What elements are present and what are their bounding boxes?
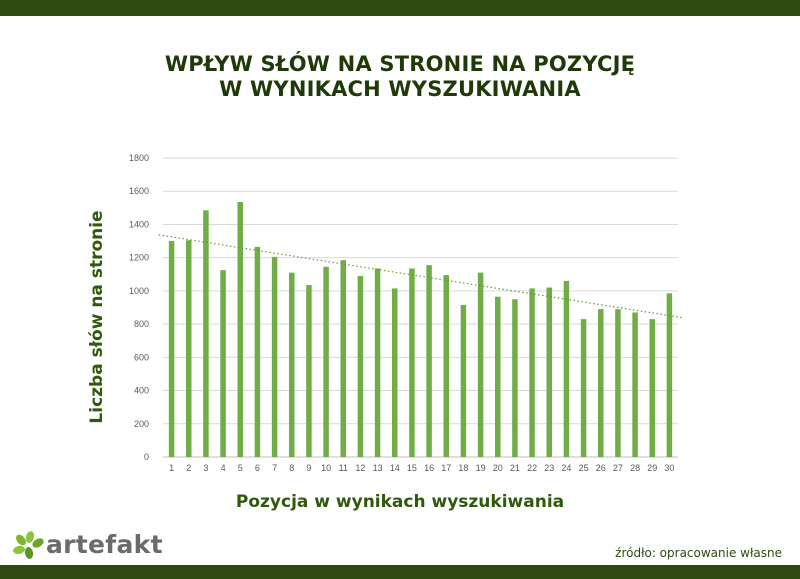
x-tick-label: 6 (255, 463, 260, 473)
x-tick-label: 12 (355, 463, 365, 473)
bar-17 (443, 275, 449, 457)
chart-title-line-2: W WYNIKACH WYSZUKIWANIA (219, 77, 581, 101)
x-tick-label: 11 (339, 463, 348, 473)
bar-27 (615, 309, 621, 457)
x-tick-label: 2 (186, 463, 191, 473)
chart-title-line-1: WPŁYW SŁÓW NA STRONIE NA POZYCJĘ (164, 52, 636, 76)
x-tick-label: 20 (493, 463, 503, 473)
bar-12 (357, 275, 364, 457)
gridlines (163, 157, 678, 458)
bar-28 (632, 312, 638, 457)
bar-16 (426, 265, 432, 457)
bar-11 (340, 260, 346, 457)
x-tick-label: 27 (613, 463, 623, 473)
bar-25 (580, 319, 587, 457)
bar-30 (666, 293, 673, 457)
bar-3 (203, 210, 209, 457)
x-tick-label: 28 (630, 463, 640, 473)
bar-19 (477, 272, 484, 457)
x-tick-label: 30 (664, 463, 674, 473)
x-tick-label: 23 (544, 463, 554, 473)
x-tick-label: 25 (579, 463, 589, 473)
bar-23 (546, 287, 552, 457)
brand-logo-text: artefakt (46, 530, 163, 559)
bottom-band (0, 565, 800, 579)
y-tick-label: 1600 (129, 186, 149, 196)
x-tick-label: 13 (373, 463, 383, 473)
bar-6 (254, 246, 261, 457)
bar-9 (306, 285, 312, 457)
y-tick-label: 400 (134, 386, 149, 396)
trendline (158, 234, 683, 319)
x-tick-label: 8 (289, 463, 294, 473)
x-tick-label: 21 (510, 463, 520, 473)
bar-21 (512, 299, 518, 457)
x-tick-label: 15 (407, 463, 417, 473)
x-tick-label: 29 (647, 463, 657, 473)
y-tick-label: 1800 (129, 153, 149, 163)
y-axis-ticks: 0 200 400 600 800 1000 1200 1400 1600 1800 (129, 153, 149, 462)
bar-22 (529, 288, 535, 457)
x-tick-label: 19 (476, 463, 486, 473)
x-tick-label: 10 (321, 463, 331, 473)
bar-29 (649, 319, 655, 457)
bar-2 (186, 240, 192, 457)
y-tick-label: 600 (134, 352, 149, 362)
bar-10 (323, 266, 329, 457)
y-tick-label: 800 (134, 319, 149, 329)
x-tick-label: 5 (238, 463, 243, 473)
y-tick-label: 0 (144, 452, 149, 462)
x-axis-label: Pozycja w wynikach wyszukiwania (235, 492, 565, 512)
bar-1 (168, 241, 175, 457)
x-tick-label: 7 (272, 463, 277, 473)
bar-24 (563, 280, 570, 457)
x-tick-label: 24 (561, 463, 571, 473)
y-tick-label: 1200 (129, 253, 149, 263)
x-tick-label: 17 (441, 463, 451, 473)
x-tick-label: 4 (221, 463, 226, 473)
bar-15 (409, 268, 415, 457)
bars (168, 202, 673, 457)
bar-26 (598, 309, 604, 457)
bar-8 (289, 272, 295, 457)
bar-5 (237, 202, 243, 457)
top-band (0, 0, 800, 16)
y-tick-label: 200 (134, 419, 149, 429)
y-tick-label: 1400 (129, 219, 149, 229)
x-tick-label: 1 (169, 463, 174, 473)
x-tick-label: 22 (527, 463, 537, 473)
y-axis-label: Liczba słów na stronie (87, 210, 107, 424)
bar-7 (271, 256, 278, 457)
x-tick-label: 26 (596, 463, 606, 473)
x-axis-ticks: 1 2 3 4 5 6 7 8 9 10 11 12 13 14 15 16 17 18 19 20 21 22 23 24 2… (169, 463, 674, 473)
bar-13 (374, 268, 381, 457)
x-tick-label: 18 (458, 463, 468, 473)
x-tick-label: 9 (306, 463, 311, 473)
artefakt-leaf-icon (13, 531, 44, 559)
bar-18 (460, 305, 467, 457)
x-tick-label: 16 (424, 463, 434, 473)
bar-20 (495, 296, 501, 457)
source-note: źródło: opracowanie własne (615, 546, 782, 560)
trendline-path (158, 234, 683, 319)
x-tick-label: 14 (390, 463, 400, 473)
chart-title: WPŁYW SŁÓW NA STRONIE NA POZYCJĘ W WYNIK… (0, 52, 800, 102)
x-tick-label: 3 (203, 463, 208, 473)
y-tick-label: 1000 (129, 286, 149, 296)
bar-14 (392, 288, 398, 457)
bar-4 (220, 270, 226, 457)
